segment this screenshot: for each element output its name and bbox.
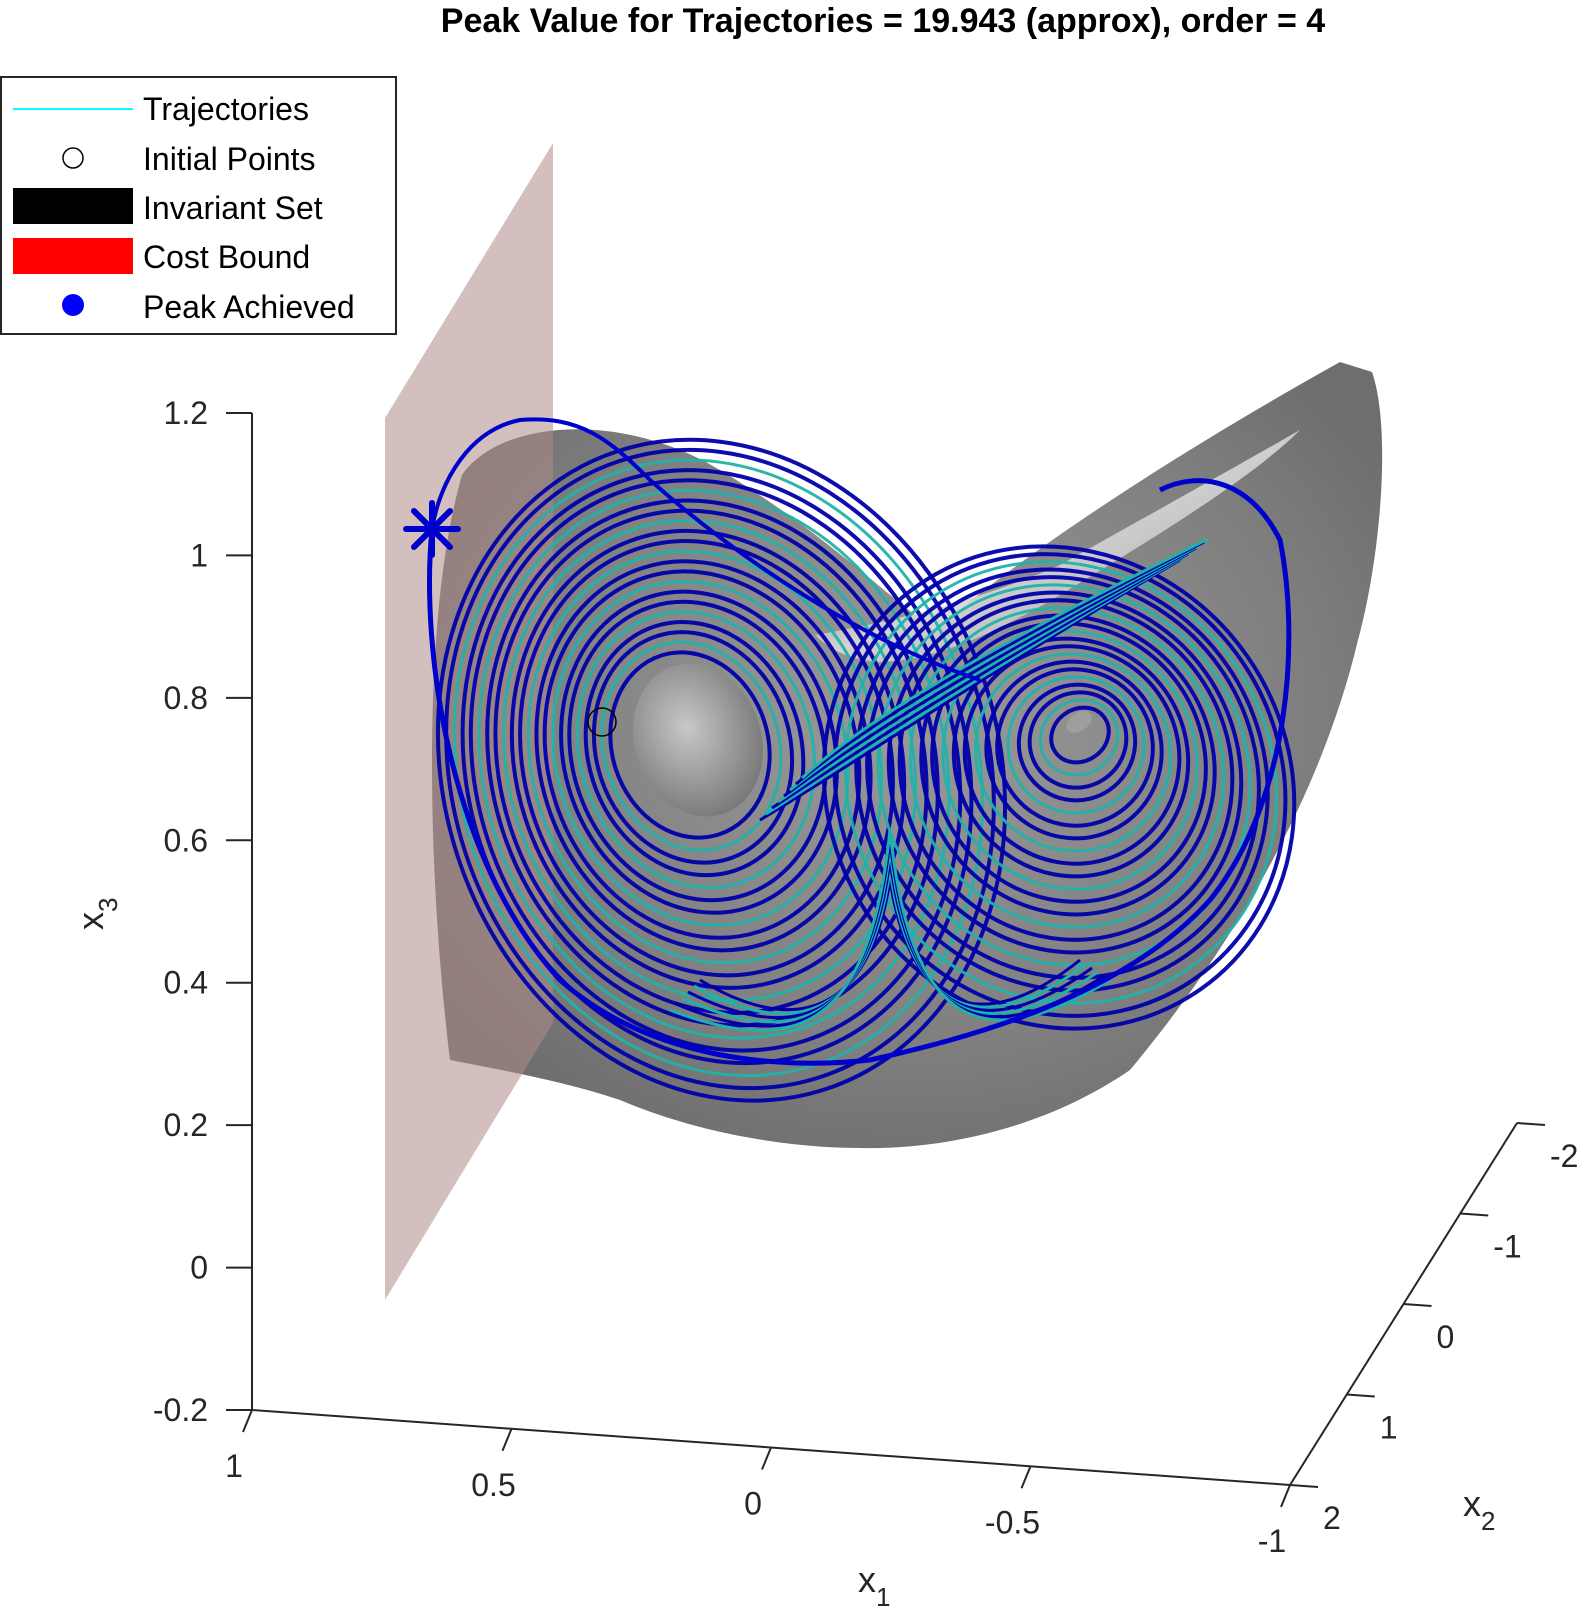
legend-label-initial-points: Initial Points bbox=[143, 141, 316, 177]
trajectory-loop-left bbox=[551, 580, 850, 927]
x1-tick-mark bbox=[501, 1428, 513, 1452]
trajectory-crossing bbox=[765, 555, 1185, 816]
x2-axis-label: x2 bbox=[1463, 1483, 1495, 1536]
trajectory-loop-right bbox=[1027, 690, 1129, 790]
trajectory-loop-left bbox=[542, 569, 862, 940]
x2-tick-label: -1 bbox=[1493, 1229, 1521, 1265]
trajectory-loop-right bbox=[1038, 698, 1120, 777]
legend-swatch-invariant-set bbox=[13, 188, 133, 224]
trajectory-crossing bbox=[795, 540, 1205, 786]
trajectory-loop-left bbox=[600, 640, 783, 852]
x2-tick-label: 1 bbox=[1380, 1410, 1398, 1446]
trajectory-loop-left bbox=[526, 549, 884, 965]
chart-title: Peak Value for Trajectories = 19.943 (ap… bbox=[441, 2, 1326, 40]
x2-ticks: 2 1 0 -1 -2 bbox=[1289, 1122, 1578, 1536]
trajectories bbox=[427, 417, 1297, 1103]
trajectory-crossing bbox=[789, 543, 1201, 792]
trajectory-outer-loop-right bbox=[869, 478, 1292, 1063]
x2-tick-mark bbox=[1346, 1393, 1375, 1398]
trajectory-loop-right bbox=[984, 659, 1164, 841]
x3-tick-label: 0.2 bbox=[164, 1107, 208, 1143]
peak-achieved-marker bbox=[403, 500, 461, 558]
trajectory-cusp bbox=[669, 829, 1111, 1032]
legend-label-peak-achieved: Peak Achieved bbox=[143, 289, 355, 325]
trajectory-outer-loop bbox=[427, 528, 871, 1066]
x3-tick-label: 0.4 bbox=[164, 965, 208, 1001]
trajectory-loop-right bbox=[1016, 682, 1138, 803]
x2-tick-label: 0 bbox=[1437, 1319, 1455, 1355]
trajectory-loop-left bbox=[534, 559, 873, 953]
trajectory-loop-right bbox=[995, 667, 1155, 828]
trajectory-loop-right bbox=[1049, 705, 1111, 765]
x2-tick-mark bbox=[1460, 1212, 1489, 1217]
trajectory-loop-left bbox=[575, 610, 817, 890]
trajectory-peak-path bbox=[430, 417, 981, 682]
x1-tick-label: 1 bbox=[225, 1448, 243, 1484]
x2-tick-mark bbox=[1516, 1122, 1546, 1126]
trajectory-loop-left bbox=[559, 589, 839, 915]
cost-bound-plane bbox=[385, 143, 553, 1300]
x1-tick-label: 0.5 bbox=[471, 1467, 515, 1503]
legend: Trajectories Initial Points Invariant Se… bbox=[0, 76, 397, 335]
x3-tick-label: 0.6 bbox=[164, 822, 208, 858]
trajectory-loop-left bbox=[567, 599, 828, 903]
x1-tick-mark bbox=[761, 1447, 772, 1470]
legend-label-trajectories: Trajectories bbox=[143, 91, 309, 127]
trajectory-loop-right bbox=[843, 560, 1279, 1005]
trajectory-crossing bbox=[783, 546, 1197, 798]
x1-tick-mark bbox=[1280, 1484, 1291, 1508]
x3-tick-label: 0.8 bbox=[164, 680, 208, 716]
invariant-set-hole-left bbox=[633, 663, 763, 817]
trajectory-loop-left bbox=[591, 630, 795, 865]
legend-swatch-initial-points bbox=[62, 147, 84, 169]
x2-tick-label: -2 bbox=[1550, 1138, 1578, 1174]
trajectory-crossing bbox=[800, 537, 1209, 780]
legend-swatch-peak-achieved bbox=[62, 294, 84, 316]
invariant-set-hole-right bbox=[1066, 711, 1092, 733]
x3-tick-label: 1 bbox=[190, 537, 208, 573]
trajectory-loop-right bbox=[919, 613, 1217, 917]
trajectory-loop-right bbox=[897, 598, 1235, 942]
x2-tick-mark bbox=[1403, 1303, 1432, 1307]
initial-point-marker bbox=[587, 707, 617, 737]
trajectory-loop-left bbox=[583, 620, 806, 878]
trajectory-loop-left bbox=[608, 650, 772, 840]
x1-tick-label: -1 bbox=[1258, 1523, 1286, 1559]
trajectory-loop-left bbox=[518, 539, 895, 978]
trajectory-loop-right bbox=[974, 652, 1172, 853]
trajectory-crossing bbox=[759, 558, 1181, 822]
trajectory-loop-right bbox=[821, 544, 1297, 1031]
legend-label-cost-bound: Cost Bound bbox=[143, 239, 310, 275]
x1-tick-mark bbox=[242, 1409, 253, 1433]
trajectory-loop-left bbox=[509, 528, 907, 990]
x3-tick-label: -0.2 bbox=[153, 1392, 208, 1428]
trajectory-crossing bbox=[771, 552, 1189, 810]
x1-tick-mark bbox=[1020, 1465, 1032, 1489]
trajectory-loop-right bbox=[1006, 675, 1146, 815]
x1-ticks: 1 0.5 0 -0.5 -1 bbox=[225, 1409, 1291, 1559]
trajectory-loop-right bbox=[865, 575, 1261, 980]
x1-axis-label: x1 bbox=[858, 1559, 890, 1611]
x3-tick-label: 0 bbox=[190, 1250, 208, 1286]
x3-ticks: -0.2 0 0.2 0.4 0.6 0.8 1 1.2 bbox=[153, 395, 252, 1428]
trajectory-loop-right bbox=[886, 590, 1244, 955]
x2-tick-label: 2 bbox=[1323, 1500, 1341, 1536]
trajectory-crossing bbox=[777, 549, 1193, 804]
x3-tick-label: 1.2 bbox=[164, 395, 208, 431]
x3-axis-label: x3 bbox=[70, 898, 123, 930]
x1-tick-label: 0 bbox=[744, 1486, 762, 1522]
legend-label-invariant-set: Invariant Set bbox=[143, 190, 323, 226]
x1-tick-label: -0.5 bbox=[985, 1504, 1040, 1540]
trajectory-loop-right bbox=[908, 606, 1226, 929]
trajectory-loop-right bbox=[930, 621, 1208, 904]
x2-tick-mark bbox=[1289, 1484, 1319, 1488]
legend-swatch-cost-bound bbox=[13, 238, 133, 274]
